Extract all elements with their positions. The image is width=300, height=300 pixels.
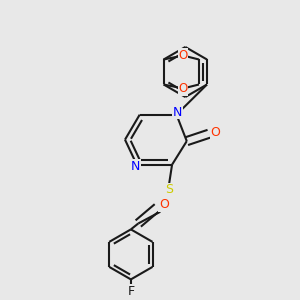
Text: F: F	[127, 285, 134, 298]
Text: N: N	[173, 106, 182, 119]
Text: O: O	[210, 126, 220, 139]
Text: O: O	[178, 49, 188, 62]
Text: N: N	[131, 160, 141, 172]
Text: O: O	[159, 198, 169, 211]
Text: S: S	[165, 183, 173, 196]
Text: O: O	[178, 82, 188, 95]
